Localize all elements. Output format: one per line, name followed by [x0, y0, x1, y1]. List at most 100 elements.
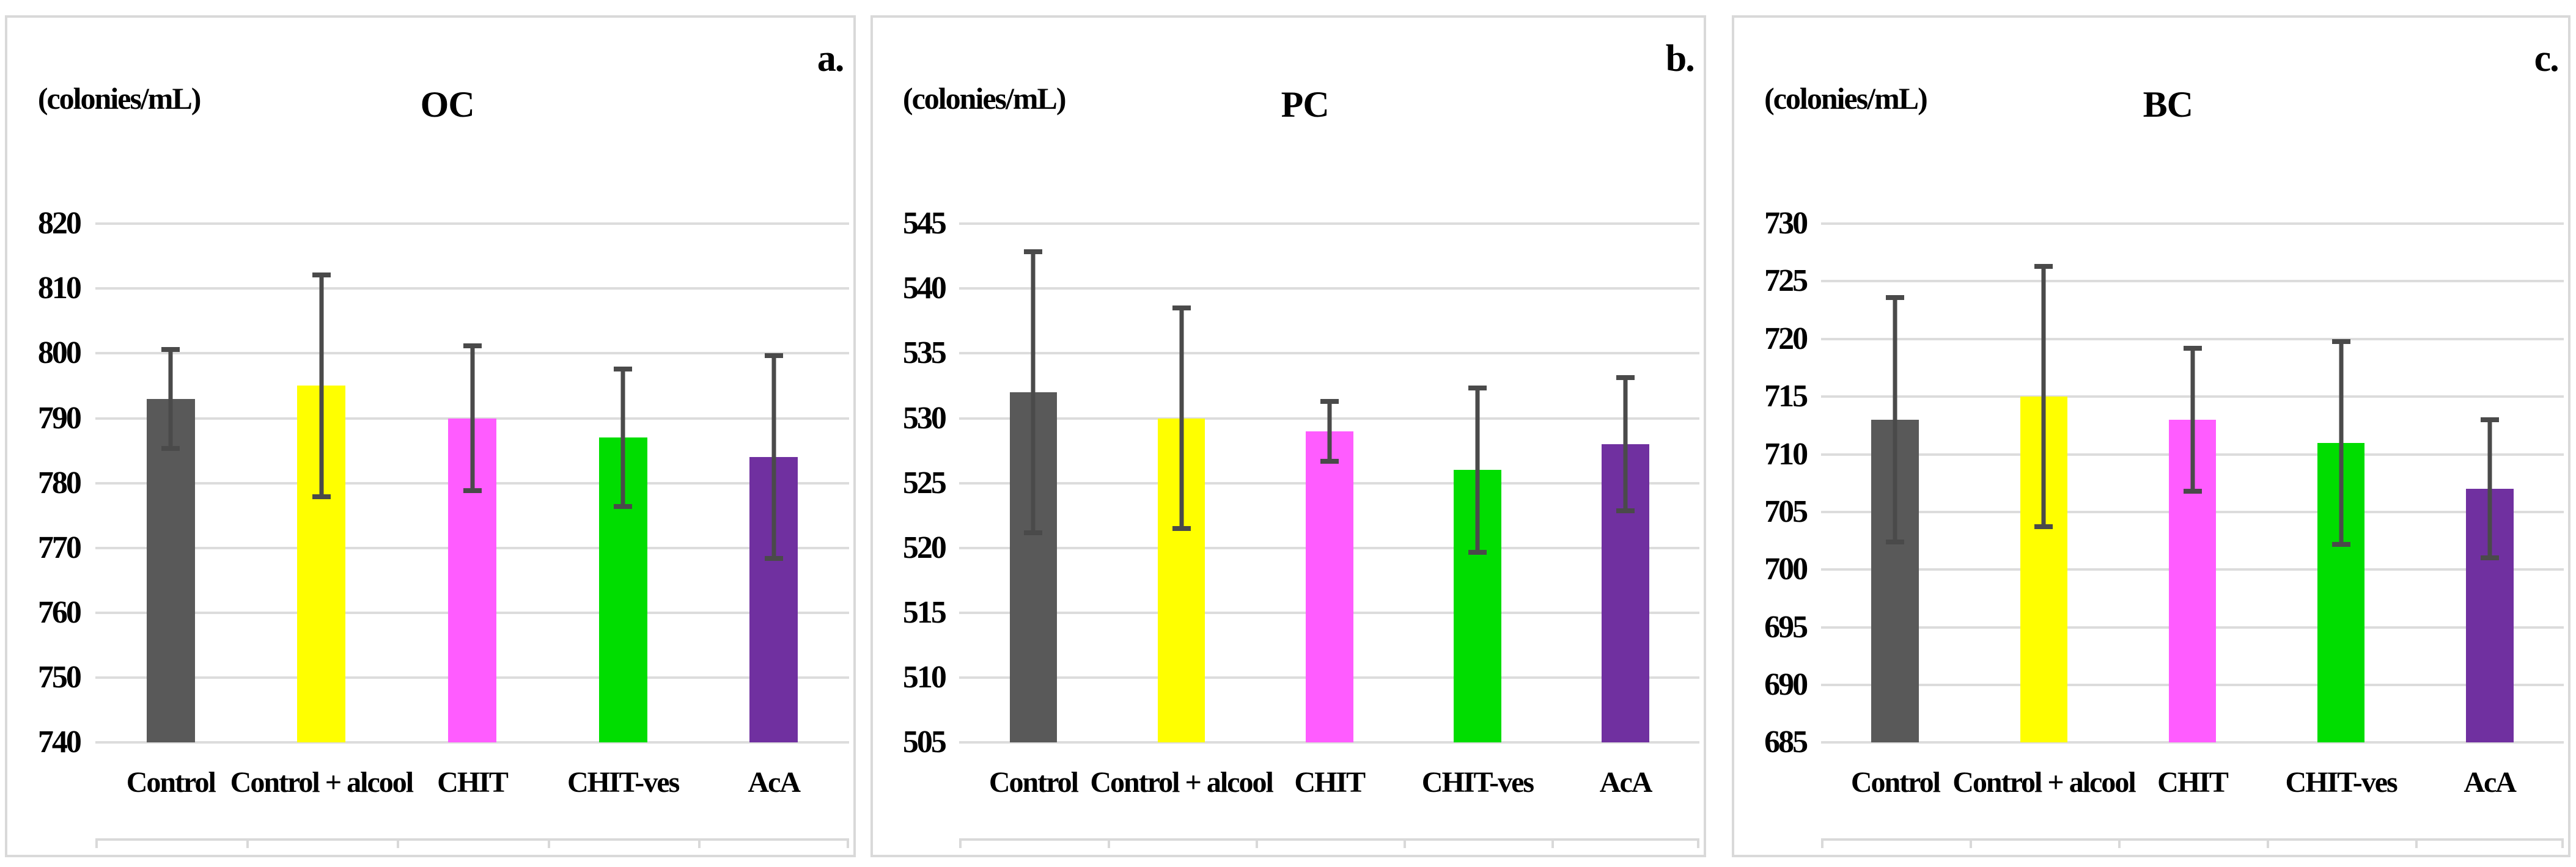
gridline [959, 287, 1700, 290]
error-bar-cap-bottom [1172, 526, 1191, 532]
panel-letter: b. [1665, 37, 1695, 79]
y-tick-label: 730 [1764, 206, 1808, 241]
y-tick-label: 780 [37, 465, 82, 500]
error-bar-line [1179, 305, 1184, 532]
chart-panel-pc: b. (colonies/mL) PC 505 510 515 520 525 530 535 54… [870, 15, 1706, 857]
category-label-control-alcool: Control + alcool [1952, 766, 2136, 799]
category-label-control: Control [988, 766, 1079, 799]
panel-letter: c. [2534, 37, 2559, 79]
x-axis-tick [547, 838, 550, 848]
x-axis-tick [1697, 838, 1700, 848]
gridline [1820, 741, 2564, 744]
plot-area [959, 222, 1700, 744]
gridline [1820, 337, 2564, 340]
x-axis-tick [1969, 838, 1972, 848]
y-tick-label: 535 [902, 335, 947, 371]
category-label-chit-ves: CHIT-ves [1421, 766, 1534, 799]
x-axis-tick [2561, 838, 2564, 848]
error-bar-line [771, 353, 776, 562]
error-bar-cap-top [2034, 264, 2053, 269]
panel-letter: a. [817, 37, 844, 79]
y-tick-label: 800 [37, 335, 82, 371]
y-tick-label: 760 [37, 595, 82, 631]
x-axis-tick [1107, 838, 1110, 848]
error-bar-line [2487, 417, 2492, 561]
x-axis-line [959, 838, 1700, 848]
error-bar-cap-top [1886, 295, 1905, 301]
error-bar-line [1475, 386, 1480, 555]
gridline [95, 287, 850, 290]
error-bar-line [2041, 264, 2046, 530]
error-bar-cap-top [161, 346, 180, 352]
x-axis-line [95, 838, 850, 848]
y-tick-label: 520 [902, 530, 947, 565]
y-tick-label: 690 [1764, 667, 1808, 703]
category-label-aca: AcA [1599, 766, 1653, 799]
category-label-aca: AcA [2464, 766, 2517, 799]
error-bar-cap-top [1320, 398, 1339, 404]
plot-area [95, 222, 850, 744]
y-tick-label: 705 [1764, 494, 1808, 529]
error-bar-control [1024, 249, 1043, 535]
y-tick-label: 810 [37, 271, 82, 306]
error-bar-aca [2480, 417, 2499, 561]
bar-control [146, 398, 195, 743]
error-bar-control [161, 346, 180, 451]
chart-title: PC [1281, 84, 1330, 125]
gridline [1820, 280, 2564, 283]
y-tick-label: 525 [902, 465, 947, 500]
x-axis-tick [2267, 838, 2270, 848]
category-label-control: Control [126, 766, 216, 799]
y-tick-label: 740 [37, 725, 82, 760]
y-tick-label: 725 [1764, 263, 1808, 299]
error-bar-line [620, 366, 625, 510]
category-label-chit-ves: CHIT-ves [567, 766, 680, 799]
category-label-chit-ves: CHIT-ves [2285, 766, 2398, 799]
x-axis-tick [847, 838, 850, 848]
category-label-control-alcool: Control + alcool [1090, 766, 1273, 799]
x-axis-tick [2415, 838, 2418, 848]
x-axis-line [1820, 838, 2564, 848]
error-bar-line [168, 346, 173, 451]
error-bar-cap-bottom [463, 488, 482, 493]
category-label-aca: AcA [748, 766, 801, 799]
error-bar-cap-top [614, 366, 633, 371]
x-axis-tick [1551, 838, 1555, 848]
error-bar-cap-bottom [2183, 488, 2202, 494]
error-bar-cap-top [1172, 305, 1191, 310]
gridline [1820, 222, 2564, 225]
chart-panel-bc: c. (colonies/mL) BC 685 690 695 700 705 710 715 72… [1732, 15, 2570, 857]
error-bar-cap-bottom [2034, 524, 2053, 530]
y-tick-label: 720 [1764, 321, 1808, 356]
x-axis-tick [246, 838, 249, 848]
error-bar-cap-top [1024, 249, 1043, 255]
x-axis-tick [698, 838, 701, 848]
error-bar-control-alcool [2034, 264, 2053, 530]
error-bar-chit [463, 343, 482, 493]
category-label-chit: CHIT [2157, 766, 2229, 799]
x-axis-tick [959, 838, 962, 848]
error-bar-control-alcool [312, 272, 331, 500]
error-bar-aca [764, 353, 783, 562]
category-label-chit: CHIT [437, 766, 509, 799]
gridline [959, 352, 1700, 355]
error-bar-cap-top [1616, 375, 1635, 381]
error-bar-cap-top [2183, 346, 2202, 351]
error-bar-aca [1616, 375, 1635, 513]
bar-chit [1306, 431, 1353, 743]
error-bar-chit-ves [614, 366, 633, 510]
error-bar-cap-top [1468, 386, 1487, 391]
error-bar-line [470, 343, 474, 493]
error-bar-control-alcool [1172, 305, 1191, 532]
y-tick-label: 505 [902, 725, 947, 760]
x-axis-tick [2118, 838, 2121, 848]
error-bar-cap-bottom [2331, 541, 2350, 547]
y-axis-unit-label: (colonies/mL) [1764, 81, 1928, 115]
y-tick-label: 530 [902, 400, 947, 436]
y-tick-label: 710 [1764, 436, 1808, 472]
error-bar-cap-bottom [1616, 508, 1635, 513]
y-tick-label: 540 [902, 271, 947, 306]
error-bar-cap-top [312, 272, 331, 277]
x-axis-tick [397, 838, 400, 848]
category-label-control: Control [1850, 766, 1941, 799]
